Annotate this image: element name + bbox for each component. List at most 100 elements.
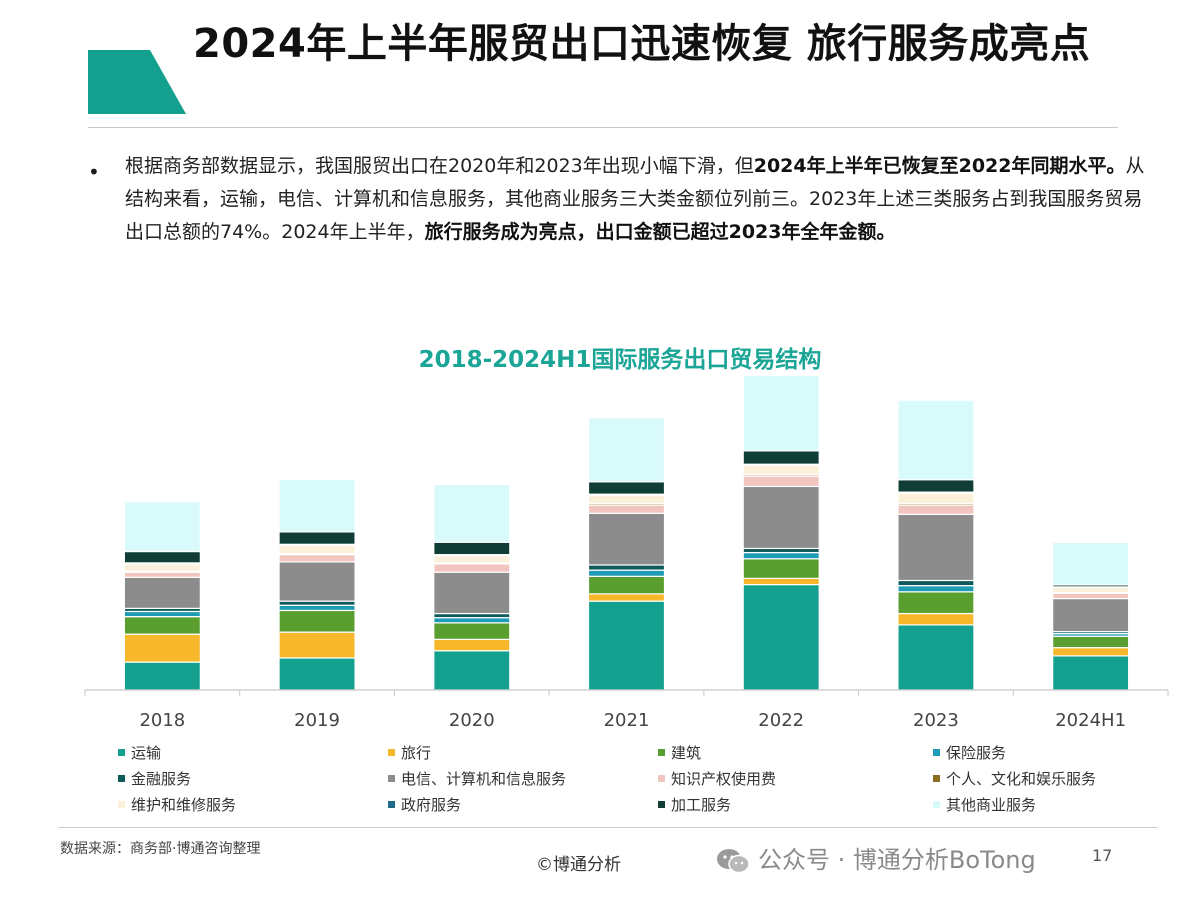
legend-swatch	[658, 775, 665, 782]
bar-2020-series-6	[433, 563, 511, 573]
paragraph-run-4: 旅行服务成为亮点，出口金额已超过2023年全年金额。	[424, 221, 896, 243]
legend-label: 维护和维修服务	[131, 796, 237, 814]
legend-swatch	[658, 801, 665, 808]
x-tick-label: 2021	[604, 710, 650, 731]
bar-2023-series-2	[897, 591, 975, 615]
bar-2018-series-8	[123, 563, 201, 572]
legend-label: 建筑	[671, 744, 702, 762]
legend-item: 知识产权使用费	[658, 768, 776, 789]
wechat-account: 公众号 · 博通分析BoTong	[716, 840, 1036, 875]
legend-swatch	[388, 749, 395, 756]
legend-label: 其他商业服务	[946, 796, 1037, 814]
chart-title: 2018-2024H1国际服务出口贸易结构	[418, 347, 822, 373]
bar-2021-series-4	[587, 564, 666, 571]
bar-2021-series-11	[587, 417, 666, 483]
bar-2024H1-series-6	[1052, 592, 1130, 600]
bar-2018-series-10	[123, 550, 201, 564]
x-tick-label: 2024H1	[1055, 710, 1126, 731]
bar-2022-series-4	[742, 547, 820, 554]
bar-2018-series-5	[123, 576, 201, 609]
legend-item: 运输	[118, 742, 161, 763]
legend-swatch	[933, 775, 940, 782]
title-divider	[88, 127, 1118, 128]
legend-swatch	[118, 749, 125, 756]
bar-2021-series-5	[587, 512, 666, 566]
paragraph-run-2: 2024年上半年已恢复至2022年同期水平。	[753, 155, 1126, 177]
bar-2024H1-series-5	[1052, 597, 1130, 633]
bar-2020-series-11	[433, 483, 511, 543]
bar-2023-series-4	[897, 579, 975, 587]
legend-swatch	[118, 801, 125, 808]
legend-label: 个人、文化和娱乐服务	[946, 770, 1097, 788]
bar-2020-series-4	[433, 612, 511, 619]
page-number: 17	[1092, 846, 1113, 865]
x-tick-label: 2019	[294, 710, 340, 731]
legend-item: 电信、计算机和信息服务	[388, 768, 566, 789]
legend-swatch	[118, 775, 125, 782]
bar-2020-series-0	[433, 650, 511, 691]
bar-2019-series-6	[278, 554, 356, 563]
bar-2021-series-0	[587, 600, 666, 691]
x-tick-label: 2023	[913, 710, 959, 731]
bar-2020-series-5	[433, 571, 511, 615]
summary-paragraph: 根据商务部数据显示，我国服贸出口在2020年和2023年出现小幅下滑，但2024…	[125, 150, 1155, 249]
bar-2019-series-1	[278, 631, 356, 659]
legend-label: 运输	[131, 744, 162, 762]
legend-label: 保险服务	[946, 744, 1007, 762]
bar-2020-series-1	[433, 638, 511, 652]
bar-2023-series-3	[897, 585, 975, 593]
bar-2018-series-2	[123, 616, 201, 635]
bar-2023-series-11	[897, 399, 975, 481]
legend-label: 金融服务	[131, 770, 192, 788]
legend-swatch	[933, 749, 940, 756]
stacked-bar-chart: 2018 2019 2020 2021 2022 2023 2024H1	[84, 374, 1169, 731]
legend-swatch	[388, 801, 395, 808]
bar-2020-series-3	[433, 617, 511, 624]
legend-swatch	[388, 775, 395, 782]
bar-2021-series-10	[587, 481, 666, 495]
bar-2023-series-8	[897, 492, 975, 505]
bar-2019-series-5	[278, 561, 356, 602]
footer-divider	[58, 827, 1158, 828]
legend-item: 个人、文化和娱乐服务	[933, 768, 1096, 789]
title-accent-shape	[88, 50, 186, 114]
legend-item: 金融服务	[118, 768, 191, 789]
legend-item: 政府服务	[388, 794, 461, 815]
bar-2022-series-6	[742, 475, 820, 488]
bar-2022-series-5	[742, 485, 820, 550]
bar-2021-series-6	[587, 504, 666, 514]
legend-label: 旅行	[401, 744, 432, 762]
bar-2023-series-6	[897, 504, 975, 515]
bar-2019-series-0	[278, 657, 356, 691]
legend-label: 政府服务	[401, 796, 462, 814]
bullet-marker: •	[88, 160, 100, 184]
legend-item: 加工服务	[658, 794, 731, 815]
bar-2018-series-1	[123, 633, 201, 663]
bar-2024H1-series-11	[1052, 541, 1130, 586]
bar-2022-series-1	[742, 577, 820, 586]
bar-2019-series-8	[278, 544, 356, 555]
bar-2019-series-4	[278, 600, 356, 606]
bar-2021-series-2	[587, 575, 666, 595]
bar-2022-series-3	[742, 551, 820, 560]
legend-item: 建筑	[658, 742, 701, 763]
bar-2024H1-series-0	[1052, 655, 1130, 691]
legend-label: 知识产权使用费	[671, 770, 777, 788]
bar-2021-series-1	[587, 593, 666, 602]
bar-2018-series-6	[123, 571, 201, 578]
bar-2020-series-2	[433, 622, 511, 640]
wechat-icon	[717, 849, 750, 874]
bar-2021-series-8	[587, 494, 666, 505]
paragraph-run-3: 从结构来看，运输，电信、计算机和信息服务，其他商业服务三大类金额位列前三。202…	[125, 155, 1145, 243]
data-source-note: 数据来源：商务部·博通咨询整理	[60, 841, 261, 857]
wechat-account-label: 公众号 · 博通分析BoTong	[758, 846, 1036, 874]
bar-2019-series-3	[278, 604, 356, 612]
legend-swatch	[933, 801, 940, 808]
x-tick-label: 2022	[758, 710, 804, 731]
paragraph-run-1: 根据商务部数据显示，我国服贸出口在2020年和2023年出现小幅下滑，但	[125, 155, 754, 177]
legend-item: 旅行	[388, 742, 431, 763]
bar-2022-series-10	[742, 450, 820, 465]
bar-2019-series-2	[278, 609, 356, 633]
bar-2022-series-8	[742, 464, 820, 476]
x-tick-label: 2020	[449, 710, 495, 731]
